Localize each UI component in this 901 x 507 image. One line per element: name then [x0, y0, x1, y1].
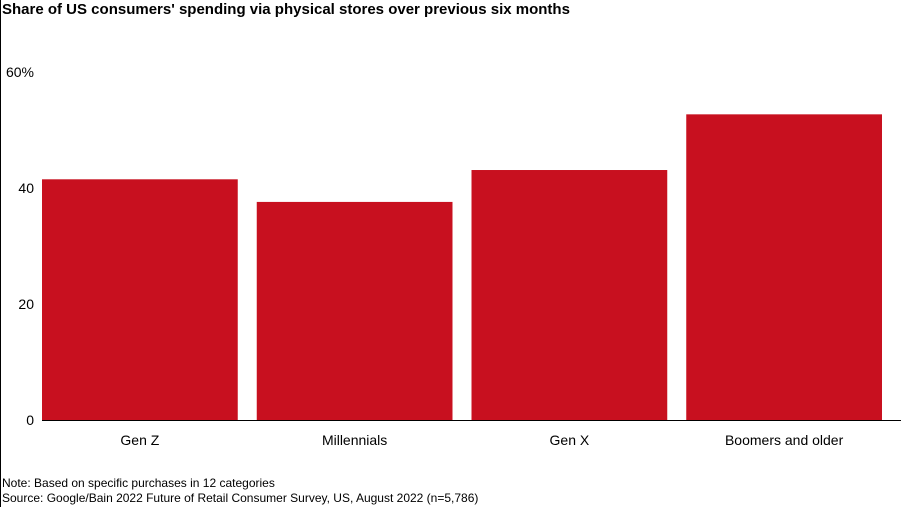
y-tick-label: 20: [18, 296, 34, 312]
source-text: Source: Google/Bain 2022 Future of Retai…: [2, 491, 479, 505]
y-tick-label: 40: [18, 180, 34, 196]
footnotes: Note: Based on specific purchases in 12 …: [2, 476, 478, 506]
x-tick-label: Gen Z: [120, 432, 159, 448]
frame-left-border: [0, 0, 1, 507]
x-tick-label: Gen X: [550, 432, 590, 448]
bar: [42, 179, 238, 420]
x-axis-labels: Gen Z Millennials Gen X Boomers and older: [120, 432, 843, 448]
y-tick-label: 0: [26, 412, 34, 428]
x-tick-label: Millennials: [322, 432, 387, 448]
bar: [471, 170, 668, 420]
chart-title: Share of US consumers' spending via phys…: [2, 1, 570, 18]
note-text: Note: Based on specific purchases in 12 …: [2, 476, 275, 490]
bar: [686, 114, 882, 420]
bars: [42, 114, 882, 420]
y-axis-ticks: 0 20 40 60%: [6, 64, 34, 428]
x-tick-label: Boomers and older: [725, 432, 844, 448]
bar: [256, 201, 453, 420]
y-tick-label: 60%: [6, 64, 34, 80]
